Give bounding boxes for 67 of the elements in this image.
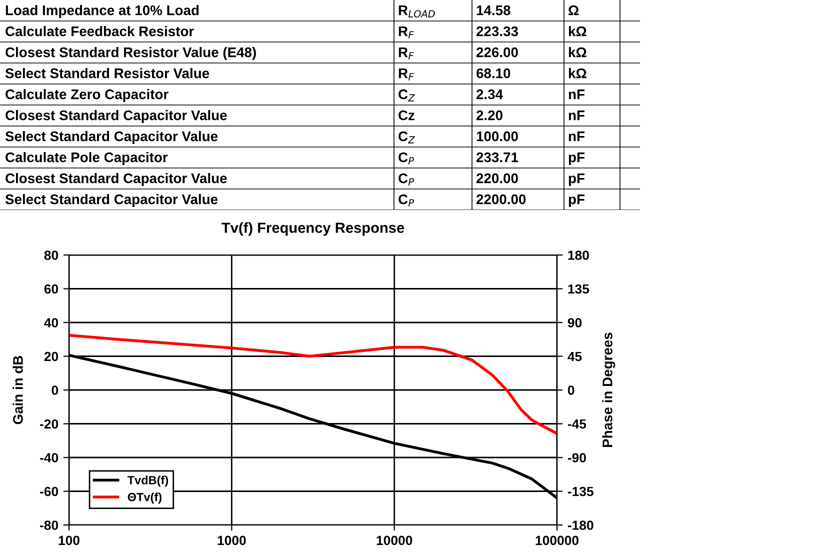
text: Select Standard Capacitor Value	[5, 194, 218, 207]
y2-tick-label: 45	[568, 352, 582, 362]
text: kΩ	[568, 26, 586, 36]
y2-tick-label: 135	[568, 284, 590, 294]
y-tick-label: 80	[44, 250, 58, 260]
y2-tick-label: -45	[568, 419, 586, 429]
text: Load Impedance at 10% Load	[6, 5, 199, 18]
text: Select Standard Resistor Value	[5, 68, 210, 78]
text: 100.00	[476, 131, 518, 142]
text: R$_{F}$	[398, 26, 414, 38]
y2-tick-label: -180	[568, 520, 594, 530]
y-tick-label: -40	[40, 453, 58, 462]
text: Cz	[398, 110, 414, 120]
text: R$_{F}$	[398, 68, 414, 80]
x-tick-label: 1000	[218, 536, 246, 546]
y2-axis-title: Phase in Degrees	[602, 332, 616, 447]
text: 14.58	[476, 5, 510, 16]
text: Calculate Pole Capacitor	[6, 152, 168, 165]
x-tick-label: 100000	[536, 536, 578, 546]
y-tick-label: 40	[44, 318, 58, 328]
text: Calculate Zero Capacitor	[6, 89, 168, 102]
text: nF	[568, 90, 584, 100]
x-tick-label: 100	[58, 536, 80, 546]
text: Calculate Feedback Resistor	[6, 26, 194, 36]
x-tick-label: 10000	[376, 536, 412, 546]
y2-tick-label: 0	[568, 386, 574, 395]
y2-tick-label: 90	[568, 318, 582, 328]
text: Closest Standard Capacitor Value	[6, 110, 227, 123]
y2-tick-label: 180	[568, 250, 589, 260]
text: 233.71	[476, 152, 518, 162]
text: Ω	[568, 5, 579, 16]
text: kΩ	[568, 47, 586, 58]
text: pF	[568, 174, 584, 186]
text: C$_{Z}$	[398, 89, 415, 102]
y-tick-label: 20	[44, 352, 58, 362]
text: 226.00	[476, 47, 518, 58]
y-tick-label: 0	[52, 386, 58, 395]
y2-tick-label: -90	[568, 453, 586, 462]
text: C$_{P}$	[398, 152, 414, 164]
text: 223.33	[476, 26, 518, 36]
text: Closest Standard Capacitor Value	[6, 173, 227, 186]
text: 220.00	[476, 173, 518, 184]
text: nF	[568, 132, 584, 142]
y2-tick-label: -135	[568, 486, 594, 496]
text: pF	[568, 194, 584, 207]
text: C$_{P}$	[398, 194, 414, 206]
y-tick-label: 60	[44, 284, 58, 294]
text: 68.10	[476, 68, 510, 78]
y-tick-label: -20	[40, 419, 58, 429]
legend-label: TvdB(f)	[127, 476, 168, 487]
text: 2.20	[476, 110, 502, 120]
text: nF	[568, 110, 584, 120]
text: R$_{LOAD}$	[398, 6, 435, 18]
text: 2200.00	[476, 194, 526, 204]
text: Closest Standard Resistor Value (E48)	[6, 47, 256, 60]
legend-label: ΘTv(f)	[128, 492, 162, 504]
text: C$_{P}$	[398, 173, 414, 186]
y-tick-label: -60	[40, 486, 58, 496]
text: C$_{Z}$	[398, 131, 415, 144]
text: pF	[568, 152, 584, 165]
text: 2.34	[476, 89, 503, 100]
chart-title: Tv(f) Frequency Response	[222, 222, 404, 236]
text: kΩ	[568, 68, 586, 78]
y-tick-label: -80	[40, 520, 58, 530]
text: R$_{F}$	[398, 48, 414, 60]
text: Select Standard Capacitor Value	[5, 131, 218, 144]
y-axis-title: Gain in dB	[12, 356, 23, 424]
